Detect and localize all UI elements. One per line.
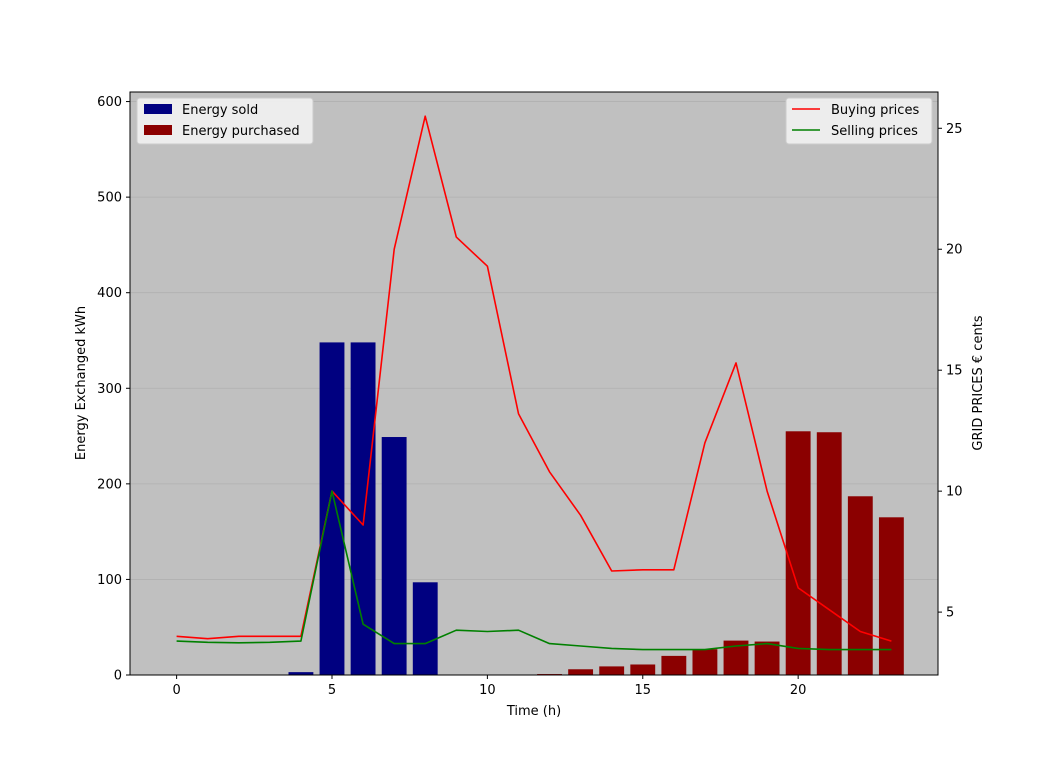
legend-label-buying-prices: Buying prices (831, 103, 919, 118)
bar-energy-purchased (568, 669, 594, 675)
y-tick-label: 100 (97, 573, 122, 588)
y2-tick-label: 5 (946, 606, 954, 621)
x-tick-label: 20 (790, 683, 807, 698)
x-axis-ticks: 0 5 10 15 20 (172, 675, 806, 698)
bar-energy-sold (288, 672, 314, 675)
line-selling-prices (176, 490, 892, 651)
y-tick-label: 0 (114, 669, 122, 684)
line-layer (176, 115, 892, 651)
x-tick-label: 15 (634, 683, 651, 698)
legend-box (785, 97, 933, 145)
y-tick-label: 600 (97, 95, 122, 110)
bar-energy-purchased (630, 664, 656, 675)
legend-label-energy-purchased: Energy purchased (182, 124, 300, 139)
plot-frame (129, 91, 939, 676)
y-axis-ticks: 0 100 200 300 400 500 600 (97, 95, 130, 684)
y2-tick-label: 25 (946, 122, 963, 137)
bar-energy-sold (381, 437, 407, 675)
x-axis-label: Time (h) (506, 704, 561, 719)
legend-swatch-energy-purchased (144, 125, 172, 135)
bar-energy-purchased (692, 649, 718, 675)
bar-energy-sold (350, 342, 376, 675)
line-buying-prices (176, 115, 892, 642)
y-tick-label: 500 (97, 191, 122, 206)
y2-tick-label: 10 (946, 485, 963, 500)
bar-energy-purchased (878, 517, 904, 675)
y2-axis-ticks: 5 10 15 20 25 (938, 122, 963, 621)
y-tick-label: 200 (97, 477, 122, 492)
legend-swatch-energy-sold (144, 104, 172, 114)
y-tick-label: 300 (97, 382, 122, 397)
legend-label-energy-sold: Energy sold (182, 103, 258, 118)
y-tick-label: 400 (97, 286, 122, 301)
x-tick-label: 10 (479, 683, 496, 698)
bar-energy-purchased (599, 666, 625, 675)
bar-energy-purchased (785, 431, 811, 675)
legend-label-selling-prices: Selling prices (831, 124, 918, 139)
y2-tick-label: 20 (946, 243, 963, 258)
bar-energy-purchased (661, 655, 687, 675)
x-tick-label: 5 (328, 683, 336, 698)
bar-energy-purchased (816, 432, 842, 675)
bar-energy-sold (319, 342, 345, 675)
legend-box (136, 97, 314, 145)
legend-lines: Buying prices Selling prices (785, 97, 933, 145)
legend-bars: Energy sold Energy purchased (136, 97, 314, 145)
y2-tick-label: 15 (946, 364, 963, 379)
y2-axis-label: GRID PRICES € cents (971, 315, 986, 450)
bar-energy-purchased (847, 496, 873, 675)
y-axis-label: Energy Exchanged kWh (74, 306, 89, 460)
bar-energy-sold (412, 582, 438, 675)
bar-layer (288, 342, 904, 675)
x-tick-label: 0 (172, 683, 180, 698)
bar-energy-purchased (754, 641, 780, 675)
